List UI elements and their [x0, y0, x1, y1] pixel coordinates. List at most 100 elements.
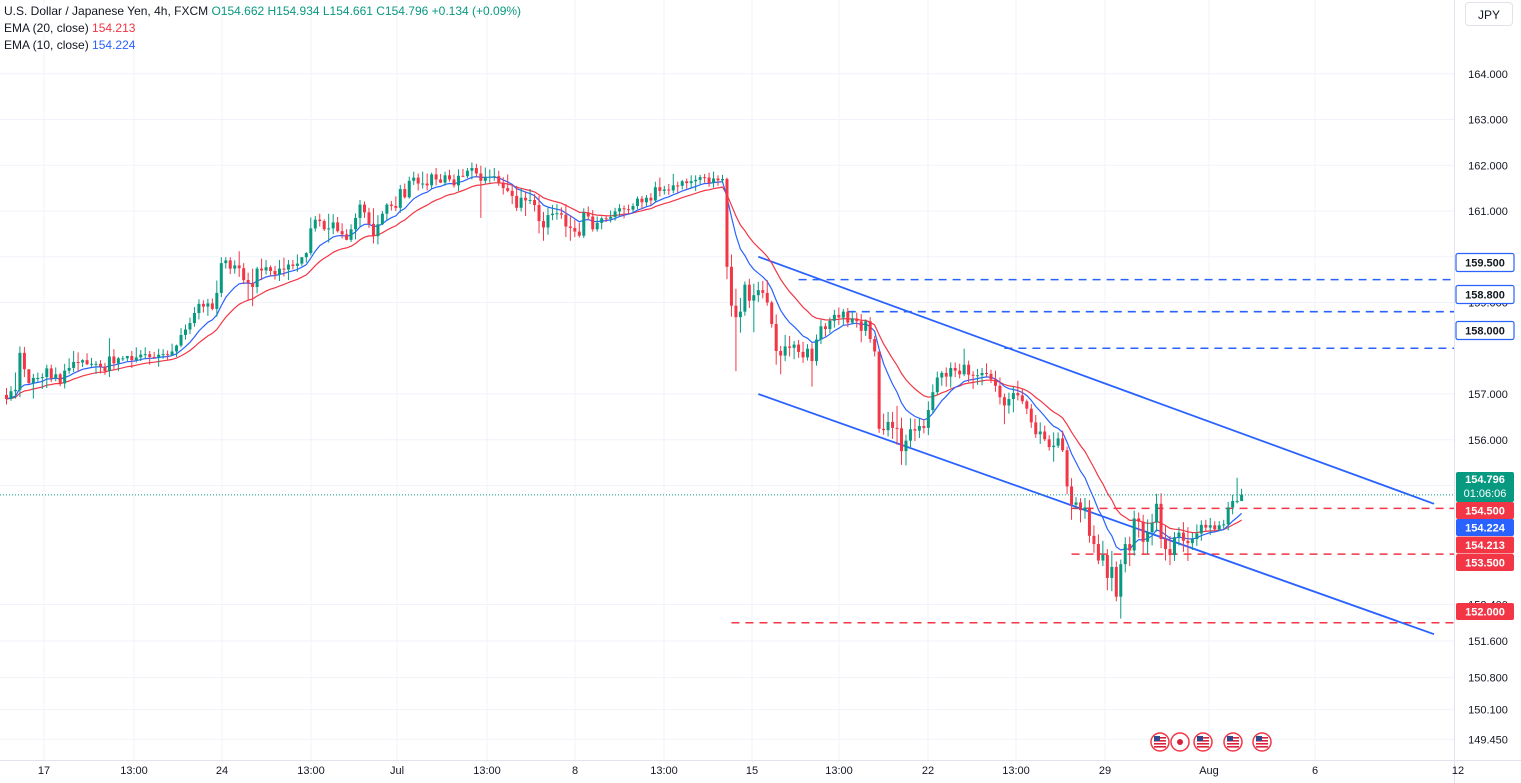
- time-tick-label: 22: [922, 765, 934, 777]
- flag-sun: [1177, 739, 1183, 745]
- candle-body: [443, 175, 447, 183]
- candle-body: [993, 379, 997, 386]
- candle-body: [1186, 540, 1190, 544]
- candle: [421, 171, 425, 189]
- candle: [492, 167, 496, 181]
- candle-body: [944, 372, 948, 377]
- flag-jp-icon[interactable]: [1170, 732, 1190, 752]
- candle: [1235, 477, 1239, 504]
- candle: [152, 351, 156, 359]
- flag-us-icon[interactable]: [1223, 732, 1243, 752]
- candle-body: [461, 175, 465, 177]
- candle: [304, 252, 308, 263]
- candle: [40, 373, 44, 389]
- candle: [286, 259, 290, 281]
- currency-button[interactable]: JPY: [1465, 2, 1513, 26]
- candle-body: [416, 177, 420, 184]
- candle: [434, 167, 438, 186]
- candle-body: [121, 358, 125, 360]
- candle: [765, 280, 769, 306]
- candle-body: [371, 223, 375, 237]
- candle-body: [832, 314, 836, 321]
- flag-us-icon[interactable]: [1252, 732, 1272, 752]
- candle-body: [698, 177, 702, 180]
- candle: [1132, 510, 1136, 556]
- candle-body: [761, 290, 765, 293]
- candle-body: [497, 176, 501, 183]
- candle: [958, 363, 962, 379]
- candle-body: [971, 374, 975, 376]
- candle-body: [1083, 507, 1087, 511]
- candle: [1155, 493, 1159, 532]
- candle-body: [555, 213, 559, 215]
- candle: [228, 257, 232, 275]
- candle-body: [1087, 507, 1091, 536]
- candle-body: [63, 370, 67, 384]
- candle-body: [403, 189, 407, 198]
- candle-body: [456, 175, 460, 186]
- candle: [537, 195, 541, 234]
- candle: [497, 170, 501, 186]
- candle: [729, 254, 733, 317]
- candle-body: [1150, 522, 1154, 533]
- ema10-legend[interactable]: EMA (10, close) 154.224: [4, 37, 521, 54]
- candle: [716, 175, 720, 186]
- candle-body: [917, 426, 921, 431]
- candle: [264, 259, 268, 275]
- symbol-title[interactable]: U.S. Dollar / Japanese Yen, 4h, FXCM: [4, 4, 209, 18]
- candle: [1150, 513, 1154, 546]
- candle: [810, 343, 814, 387]
- flag-stripe: [1227, 743, 1239, 745]
- price-axis[interactable]: 164.000163.000162.000161.000160.000159.0…: [1468, 69, 1508, 747]
- flag-us-icon[interactable]: [1150, 732, 1170, 752]
- candle-body: [112, 356, 116, 364]
- candle-body: [336, 222, 340, 232]
- time-tick-label: Jul: [390, 765, 404, 777]
- candle: [797, 340, 801, 358]
- price-tick-label: 163.000: [1468, 115, 1508, 127]
- time-axis[interactable]: 17 13:00 24 13:00 Jul 13:00 8 13:00 15 13:00 22 13:…: [38, 765, 1464, 777]
- candle-body: [237, 265, 241, 269]
- candle: [269, 265, 273, 277]
- candle: [667, 184, 671, 195]
- candle-body: [591, 216, 595, 230]
- candle: [1231, 494, 1235, 515]
- flag-us-icon[interactable]: [1193, 732, 1213, 752]
- candle-body: [1155, 503, 1159, 523]
- price-tick-label: 161.000: [1468, 206, 1508, 218]
- candle: [121, 356, 125, 362]
- candle-body: [94, 363, 98, 365]
- candle-body: [712, 178, 716, 184]
- event-ring: [1193, 732, 1213, 752]
- candle-body: [269, 267, 273, 271]
- event-icons[interactable]: [1150, 732, 1272, 752]
- candle: [1222, 519, 1226, 529]
- trend-drawings[interactable]: [731, 255, 1454, 636]
- candle-body: [385, 204, 389, 214]
- symbol-row[interactable]: U.S. Dollar / Japanese Yen, 4h, FXCM O15…: [4, 3, 521, 20]
- label-text: 158.000: [1465, 326, 1505, 338]
- candle: [1074, 496, 1078, 510]
- candle-body: [900, 428, 903, 452]
- candle: [313, 216, 317, 232]
- candle: [479, 165, 483, 218]
- candle-body: [1092, 535, 1096, 545]
- candle: [354, 213, 358, 240]
- candle-body: [797, 344, 801, 352]
- candle: [439, 173, 443, 184]
- channel-trendline[interactable]: [757, 255, 1435, 505]
- candle-body: [537, 205, 541, 222]
- flag-canton: [1256, 736, 1262, 741]
- label-text: 159.500: [1465, 258, 1505, 270]
- candle: [756, 281, 760, 303]
- candle-body: [452, 179, 456, 186]
- candle-body: [1056, 438, 1060, 446]
- ema20-legend[interactable]: EMA (20, close) 154.213: [4, 20, 521, 37]
- candle-body: [479, 173, 483, 181]
- flag-stripe: [1154, 746, 1166, 748]
- candle: [277, 259, 281, 281]
- candle: [627, 204, 631, 215]
- channel-trendline[interactable]: [757, 393, 1435, 636]
